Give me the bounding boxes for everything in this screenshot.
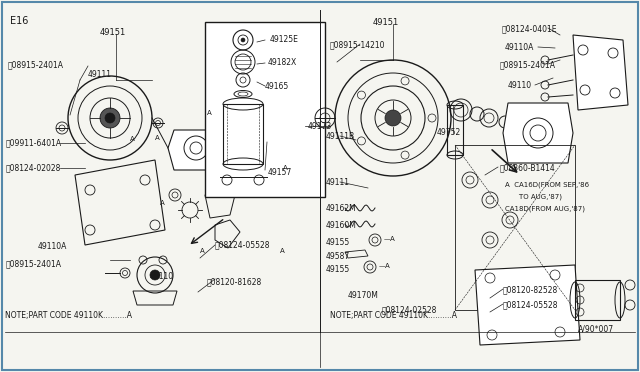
- Text: 49111: 49111: [88, 70, 112, 79]
- Text: ⒲08124-05528: ⒲08124-05528: [503, 300, 559, 309]
- Text: 49165: 49165: [265, 82, 289, 91]
- Text: TO AUG,'87): TO AUG,'87): [510, 193, 562, 199]
- Polygon shape: [168, 130, 224, 170]
- Text: 49587: 49587: [326, 252, 350, 261]
- Text: Ⓝ08360-B1414: Ⓝ08360-B1414: [500, 163, 556, 172]
- Circle shape: [241, 38, 245, 42]
- Text: A: A: [160, 200, 164, 206]
- Text: A/90*007: A/90*007: [578, 325, 614, 334]
- Bar: [575, 280, 620, 320]
- Text: 49170M: 49170M: [348, 291, 379, 300]
- Text: 49151: 49151: [373, 18, 399, 27]
- Text: 49110A: 49110A: [38, 242, 67, 251]
- Text: 49160M: 49160M: [326, 221, 357, 230]
- Text: A: A: [283, 165, 288, 171]
- Circle shape: [385, 110, 401, 126]
- Bar: [447, 105, 463, 155]
- Text: Ⓗ08915-2401A: Ⓗ08915-2401A: [500, 60, 556, 69]
- Text: NOTE;PART CODE 49110K..........A: NOTE;PART CODE 49110K..........A: [5, 311, 132, 320]
- Bar: [205, 22, 325, 197]
- Text: ⒲08124-02528: ⒲08124-02528: [382, 305, 437, 314]
- Text: 49111B: 49111B: [326, 132, 355, 141]
- Text: NOTE;PART CODE 49110K..........A: NOTE;PART CODE 49110K..........A: [330, 311, 457, 320]
- Text: CA18D(FROM AUG,'87): CA18D(FROM AUG,'87): [505, 205, 585, 212]
- Polygon shape: [475, 265, 580, 345]
- Text: 49110A: 49110A: [505, 43, 534, 52]
- Text: 49155: 49155: [326, 238, 350, 247]
- Text: ⒲08120-81628: ⒲08120-81628: [207, 277, 262, 286]
- Text: 49157: 49157: [268, 168, 292, 177]
- Text: Ⓝ09911-6401A: Ⓝ09911-6401A: [6, 138, 62, 147]
- Text: A  CA16D(FROM SEP,'86: A CA16D(FROM SEP,'86: [505, 181, 589, 187]
- Text: Ⓗ08915-2401A: Ⓗ08915-2401A: [6, 259, 62, 268]
- Text: 49182X: 49182X: [268, 58, 297, 67]
- Circle shape: [100, 108, 120, 128]
- Text: Ⓗ08915-2401A: Ⓗ08915-2401A: [8, 60, 64, 69]
- Text: ⒲08120-82528: ⒲08120-82528: [503, 285, 558, 294]
- Text: A: A: [130, 136, 135, 142]
- Text: —A: —A: [379, 263, 391, 269]
- Text: 49151: 49151: [100, 28, 126, 37]
- Text: —A: —A: [384, 236, 396, 242]
- Text: 49162M: 49162M: [326, 204, 356, 213]
- Polygon shape: [503, 103, 573, 163]
- Text: A: A: [155, 135, 160, 141]
- Text: A: A: [280, 248, 285, 254]
- Text: E16: E16: [10, 16, 28, 26]
- Bar: [223, 104, 263, 164]
- Polygon shape: [573, 35, 628, 110]
- Text: A: A: [207, 110, 212, 116]
- Text: ⒲08124-0401E: ⒲08124-0401E: [502, 24, 557, 33]
- Text: 49752: 49752: [437, 128, 461, 137]
- Circle shape: [105, 113, 115, 123]
- Text: 49111: 49111: [326, 178, 350, 187]
- Text: 49173: 49173: [308, 122, 332, 131]
- Bar: [455, 145, 575, 310]
- Text: 49110: 49110: [508, 81, 532, 90]
- Text: ⒲08124-02028: ⒲08124-02028: [6, 163, 61, 172]
- Text: Ⓗ08915-14210: Ⓗ08915-14210: [330, 40, 385, 49]
- Text: 49155: 49155: [326, 265, 350, 274]
- Text: 49110: 49110: [150, 272, 174, 281]
- Text: 49125E: 49125E: [270, 35, 299, 44]
- Circle shape: [150, 270, 160, 280]
- Text: ⒲08124-05528: ⒲08124-05528: [215, 240, 271, 249]
- Text: A: A: [200, 248, 205, 254]
